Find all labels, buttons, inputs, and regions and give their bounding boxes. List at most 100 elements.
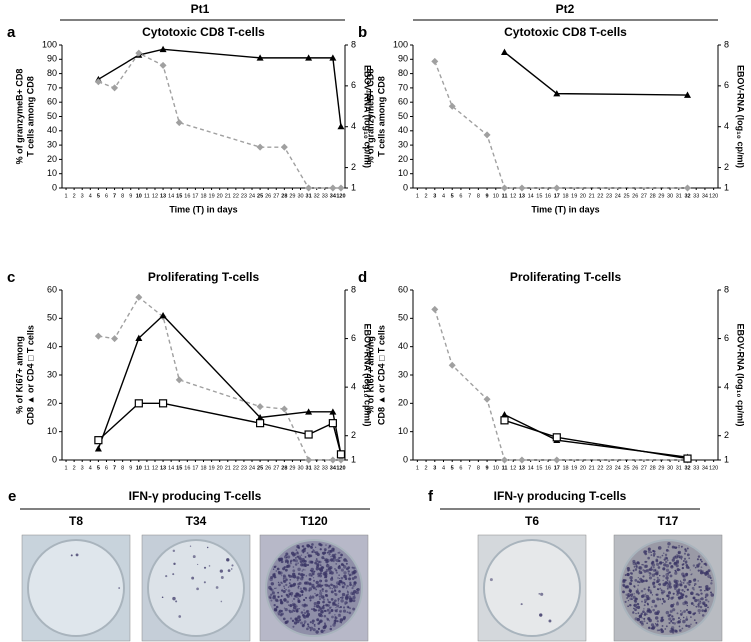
spot [280,601,284,605]
spot [658,583,662,586]
spot [296,579,299,582]
spot [275,570,278,572]
diamond-marker [501,456,508,464]
spot [320,595,325,599]
spot [345,560,348,563]
spot [653,585,656,588]
spot [334,588,336,590]
spot [680,581,683,584]
diamond-marker [175,119,183,127]
x-tick-label: 4 [89,193,92,199]
spot [301,545,304,548]
spot [297,567,301,572]
spot [206,546,209,549]
x-tick-label: 33 [693,465,699,471]
spot [628,569,631,572]
spot [306,627,309,631]
x-tick-label: 34 [330,465,337,471]
y2-tick-label: 4 [351,121,356,131]
spot [693,619,696,621]
spot [311,543,314,546]
spot [659,587,662,590]
spot [671,621,674,624]
x-tick-label: 3 [433,465,436,471]
spot [344,603,347,605]
y2-tick-label: 1 [724,454,729,464]
spot [292,582,297,586]
spot [699,589,703,592]
spot [646,570,648,572]
spot [622,584,626,588]
spot [662,631,664,633]
spot [308,596,312,600]
square-marker [158,399,168,408]
spot [300,554,303,556]
spot [330,625,332,627]
spot [659,561,663,565]
spot [280,560,284,564]
spot [710,593,715,597]
square-marker [552,433,561,442]
spot [327,546,330,549]
spot [276,567,280,571]
spot [686,547,689,550]
y-tick-label: 100 [393,39,408,49]
x-tick-label: 16 [545,193,551,199]
spot [335,558,340,563]
spot [637,577,639,579]
spot [661,591,664,595]
spot [671,628,675,632]
spot [653,578,656,581]
spot [679,618,682,621]
spot [648,571,651,575]
spot [282,617,286,621]
spot [295,549,298,551]
spot [286,559,290,563]
x-tick-label: 22 [597,193,603,199]
spot [328,620,331,622]
y2-tick-label: 4 [724,382,729,392]
axes [412,45,719,189]
x-tick-label: 5 [97,193,100,199]
spot [667,559,669,562]
cell-line [504,51,688,96]
spot [630,579,633,582]
spot [334,593,338,596]
x-tick-label: 27 [273,465,279,471]
spot [342,609,347,613]
spot [697,580,699,582]
spot [296,552,299,555]
spot [710,579,713,582]
spot [316,565,320,569]
triangle-marker [135,334,143,341]
spot [647,588,650,591]
spot [305,575,308,577]
spot [285,620,289,624]
spot [315,609,318,612]
spot [309,545,312,548]
triangle-marker [305,54,313,61]
spot [331,554,335,558]
spot [707,606,709,609]
spot [308,544,311,547]
spot [634,597,638,600]
spot [313,625,316,628]
panel-letter: e [8,488,16,505]
spot [347,573,350,575]
spot [654,569,657,572]
spot [283,585,286,588]
spot [629,603,632,607]
spot [315,586,318,588]
spot [288,574,292,578]
spot [673,584,675,586]
spot [277,581,280,584]
spot [336,608,338,610]
spot [319,543,323,547]
y-tick-label: 0 [403,182,408,192]
spot [656,562,660,567]
spot [321,588,324,591]
spot [668,550,670,552]
spot [336,620,339,623]
spot [268,595,272,599]
spot [671,604,674,608]
